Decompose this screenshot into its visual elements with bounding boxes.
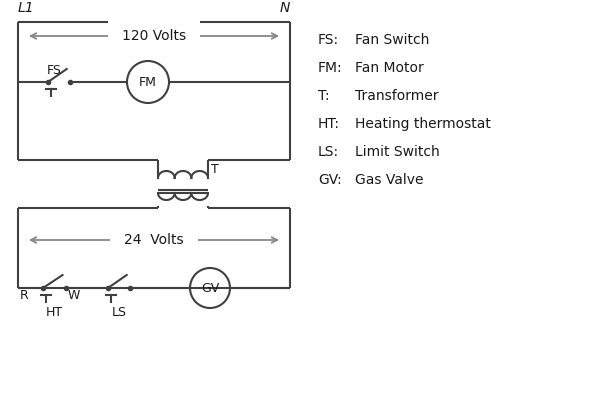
Text: Heating thermostat: Heating thermostat	[355, 117, 491, 131]
Text: W: W	[68, 289, 80, 302]
Text: Transformer: Transformer	[355, 89, 438, 103]
Text: 24  Volts: 24 Volts	[124, 233, 184, 247]
Text: Fan Motor: Fan Motor	[355, 61, 424, 75]
Text: GV: GV	[201, 282, 219, 294]
Text: N: N	[280, 1, 290, 15]
Text: LS:: LS:	[318, 145, 339, 159]
Text: HT: HT	[46, 306, 63, 319]
Text: Gas Valve: Gas Valve	[355, 173, 424, 187]
Text: FM:: FM:	[318, 61, 343, 75]
Text: 120 Volts: 120 Volts	[122, 29, 186, 43]
Text: GV:: GV:	[318, 173, 342, 187]
Text: HT:: HT:	[318, 117, 340, 131]
Text: T: T	[211, 163, 219, 176]
Text: FS: FS	[47, 64, 62, 77]
Text: T:: T:	[318, 89, 330, 103]
Text: FS:: FS:	[318, 33, 339, 47]
Text: R: R	[20, 289, 29, 302]
Text: L1: L1	[18, 1, 35, 15]
Text: FM: FM	[139, 76, 157, 88]
Text: Fan Switch: Fan Switch	[355, 33, 430, 47]
Text: Limit Switch: Limit Switch	[355, 145, 440, 159]
Text: LS: LS	[112, 306, 126, 319]
